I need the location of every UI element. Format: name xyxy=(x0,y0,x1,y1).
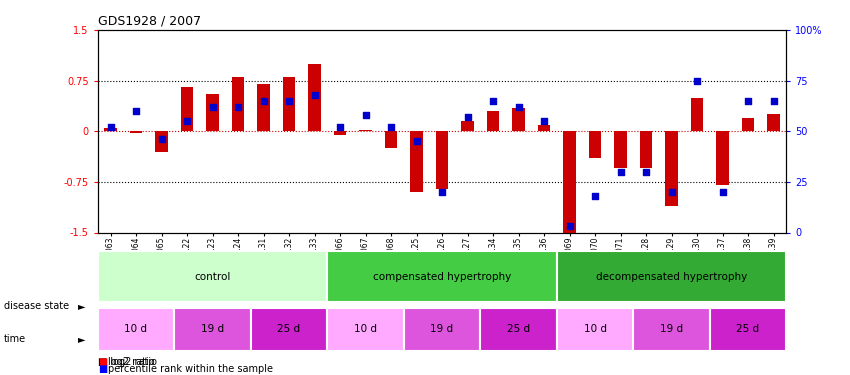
Point xyxy=(282,98,296,104)
Text: percentile rank within the sample: percentile rank within the sample xyxy=(108,364,273,374)
Point xyxy=(461,114,474,120)
Point xyxy=(639,169,653,175)
Text: 25 d: 25 d xyxy=(736,324,760,334)
Bar xyxy=(251,308,327,351)
Point xyxy=(512,104,525,110)
Bar xyxy=(716,131,728,185)
Text: ►: ► xyxy=(78,334,86,344)
Bar xyxy=(98,251,327,302)
Bar xyxy=(767,114,779,131)
Text: ■: ■ xyxy=(98,357,107,367)
Point xyxy=(588,193,602,199)
Bar xyxy=(327,308,404,351)
Text: 10 d: 10 d xyxy=(354,324,377,334)
Bar xyxy=(384,131,397,148)
Point xyxy=(231,104,245,110)
Point xyxy=(537,118,551,124)
Bar xyxy=(206,94,218,131)
Bar xyxy=(486,111,499,131)
Bar xyxy=(633,308,710,351)
Point xyxy=(665,189,678,195)
Text: 25 d: 25 d xyxy=(277,324,301,334)
Point xyxy=(129,108,143,114)
Bar xyxy=(690,98,703,131)
Point xyxy=(486,98,500,104)
Text: ■: ■ xyxy=(98,364,107,374)
Point xyxy=(104,124,117,130)
Bar xyxy=(231,77,245,131)
Bar xyxy=(639,131,653,168)
Bar xyxy=(327,251,557,302)
Text: disease state: disease state xyxy=(4,301,70,310)
Point xyxy=(410,138,423,144)
Bar xyxy=(333,131,347,135)
Point xyxy=(614,169,627,175)
Point xyxy=(257,98,270,104)
Bar xyxy=(129,131,142,133)
Text: 19 d: 19 d xyxy=(430,324,454,334)
Bar xyxy=(257,84,269,131)
Point xyxy=(359,112,372,118)
Point xyxy=(435,189,449,195)
Bar xyxy=(480,308,557,351)
Bar xyxy=(282,77,296,131)
Point xyxy=(690,78,704,84)
Text: compensated hypertrophy: compensated hypertrophy xyxy=(373,272,511,282)
Text: time: time xyxy=(4,334,26,344)
Bar xyxy=(741,118,755,131)
Point xyxy=(767,98,780,104)
Bar xyxy=(155,131,167,152)
Point xyxy=(308,92,321,98)
Text: 25 d: 25 d xyxy=(507,324,530,334)
Text: 10 d: 10 d xyxy=(124,324,148,334)
Bar xyxy=(308,64,320,131)
Bar xyxy=(404,308,480,351)
Bar xyxy=(537,124,551,131)
Bar xyxy=(665,131,677,206)
Bar xyxy=(614,131,626,168)
Bar xyxy=(410,131,422,192)
Bar xyxy=(174,308,251,351)
Bar xyxy=(461,121,474,131)
Point xyxy=(716,189,729,195)
Text: 10 d: 10 d xyxy=(583,324,607,334)
Bar xyxy=(98,308,174,351)
Point xyxy=(180,118,194,124)
Bar xyxy=(557,251,786,302)
Point xyxy=(741,98,755,104)
Text: 19 d: 19 d xyxy=(660,324,683,334)
Bar xyxy=(563,131,576,232)
Text: ■ log2 ratio: ■ log2 ratio xyxy=(98,357,156,367)
Text: decompensated hypertrophy: decompensated hypertrophy xyxy=(596,272,747,282)
Bar xyxy=(359,130,371,131)
Bar xyxy=(588,131,601,158)
Bar xyxy=(104,128,116,131)
Text: log2 ratio: log2 ratio xyxy=(108,357,155,367)
Text: ►: ► xyxy=(78,301,86,310)
Bar xyxy=(512,108,524,131)
Text: GDS1928 / 2007: GDS1928 / 2007 xyxy=(98,15,201,27)
Point xyxy=(563,224,576,230)
Text: control: control xyxy=(195,272,230,282)
Point xyxy=(384,124,398,130)
Bar xyxy=(710,308,786,351)
Point xyxy=(155,136,168,142)
Bar xyxy=(180,87,193,131)
Text: 19 d: 19 d xyxy=(201,324,224,334)
Point xyxy=(333,124,347,130)
Point xyxy=(206,104,219,110)
Bar xyxy=(435,131,449,189)
Bar xyxy=(557,308,633,351)
